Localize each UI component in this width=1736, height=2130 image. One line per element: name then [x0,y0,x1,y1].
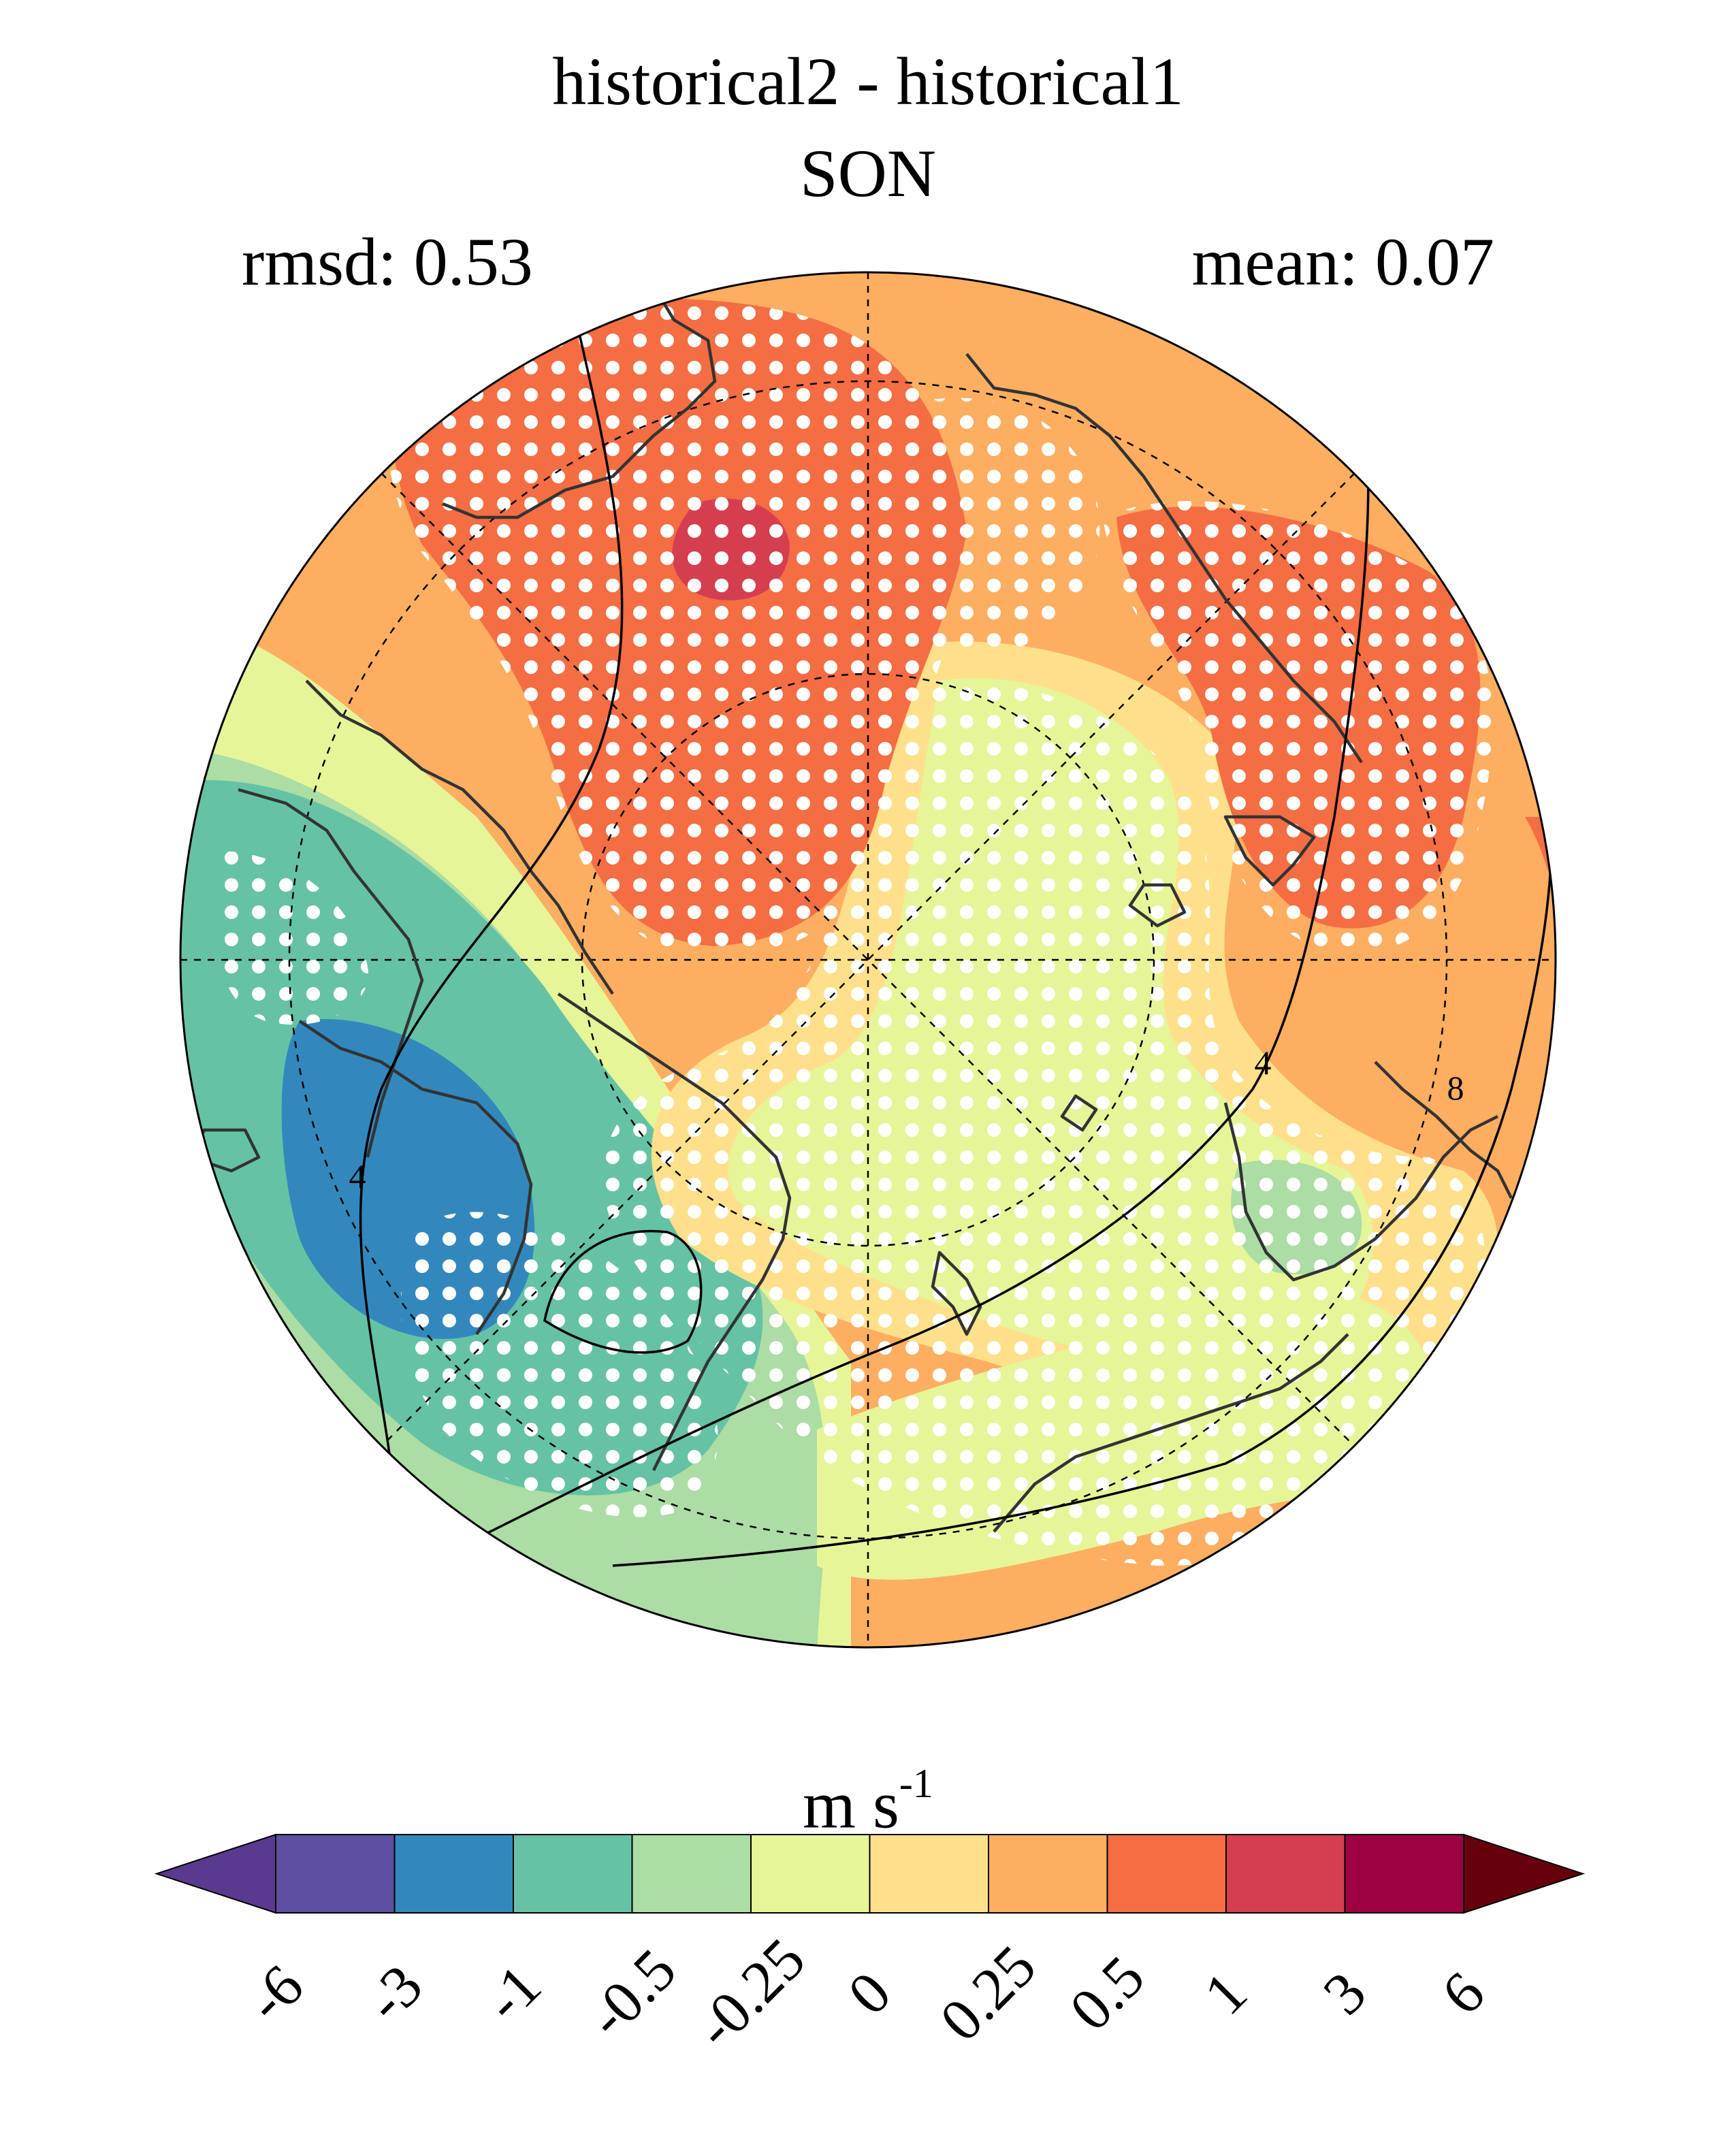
colorbar-segment [631,1834,752,1914]
rmsd-stat: rmsd: 0.53 [242,224,533,300]
coastline-8 [1223,1102,1499,1282]
contour-label-far-east: 8 [1447,1069,1464,1107]
coastline-island-3 [1060,1094,1098,1132]
colorbar-segment [750,1834,871,1914]
units-exponent: -1 [899,1761,933,1806]
contour-label-east: 4 [1255,1044,1272,1082]
coastline-6 [557,993,792,1472]
title-line-1: historical2 - historical1 [552,44,1184,119]
colorbar-segment [513,1834,633,1914]
meridian-diagonal-1 [381,472,1355,1447]
colorbar-segment [1344,1834,1464,1914]
contour-south-band [612,816,1554,1567]
coastline-4 [238,788,424,1158]
title-line-2: SON [799,135,937,211]
coastline-7 [931,1250,982,1336]
colorbar-segment [988,1834,1108,1914]
colorbar-segment [393,1834,514,1914]
stipple-north [386,298,980,960]
meridian-diagonal-2 [381,472,1355,1447]
coastline-2 [965,353,1363,764]
colorbar-segment [1106,1834,1227,1914]
contour-west [359,272,624,1498]
stipple-east [1103,501,1493,953]
map-field [180,272,1556,1647]
contour-label-west: 4 [349,1157,366,1195]
colorbar-segment [869,1834,989,1914]
colorbar [154,1833,1586,1914]
colorbar-under-arrow [154,1833,276,1914]
stipple-north-center [885,398,1100,651]
stipple-south-west [400,1212,718,1517]
graticule [180,272,1556,1647]
coastline-5 [298,1020,533,1336]
latitude-circle-outer [288,380,1448,1540]
contour-loop [543,1229,703,1354]
coastline-island-2 [1128,883,1187,928]
coastline-1 [442,285,717,519]
coastline-3 [305,679,614,995]
stipple-center [602,678,1486,1566]
coastline-10 [1374,1061,1513,1199]
colorbar-segment [275,1834,396,1914]
units-label: m s-1 [0,1763,1736,1839]
mean-stat: mean: 0.07 [1191,224,1494,300]
contours [359,272,1554,1567]
contour-center-band [476,476,1370,1540]
latitude-circle-inner [581,673,1155,1247]
map-boundary [179,271,1557,1649]
coastline-9 [993,1333,1349,1533]
stipple-west [213,851,368,1025]
units-base: m s [803,1766,899,1843]
colorbar-segment [1225,1834,1346,1914]
colorbar-over-arrow [1463,1833,1586,1914]
coastlines [189,285,1513,1533]
coastline-island-1 [1223,815,1316,887]
